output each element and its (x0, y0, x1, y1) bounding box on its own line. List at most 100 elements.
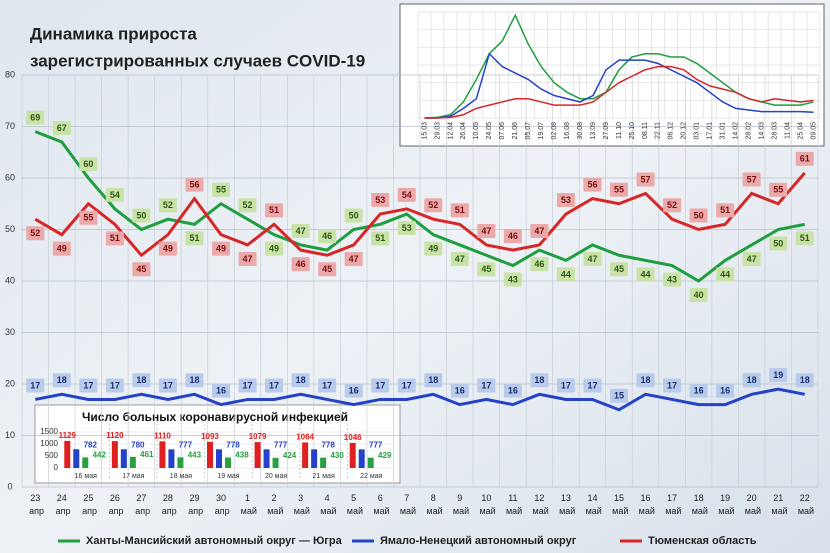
bar (254, 442, 261, 468)
data-label: 49 (269, 244, 279, 254)
x-tick-label: 5 май (344, 493, 363, 516)
y-tick-label: 30 (5, 327, 15, 337)
bar (302, 442, 309, 468)
data-label-box (450, 203, 469, 218)
x-tick-label: 29 апр (186, 493, 203, 516)
data-label: 45 (614, 264, 624, 274)
data-label-box (79, 157, 98, 171)
data-label-box (742, 172, 761, 187)
bar (320, 457, 327, 468)
data-label: 47 (481, 226, 491, 236)
data-label-box (583, 251, 602, 266)
x-tick-label: 21.06 (512, 122, 519, 140)
data-label: 777 (179, 440, 193, 449)
y-tick-label: 80 (5, 69, 15, 79)
data-label: 461 (140, 450, 154, 459)
data-label: 46 (296, 259, 306, 269)
data-label: 18 (641, 375, 651, 385)
x-tick-label: 30 апр (212, 493, 229, 516)
series-line (424, 52, 814, 119)
data-label-box (530, 223, 549, 238)
x-tick-label: 4 май (318, 493, 337, 516)
data-label-box (769, 182, 788, 197)
data-label: 47 (747, 254, 757, 264)
data-label-box (212, 383, 230, 398)
data-label: 430 (330, 451, 344, 460)
x-tick-label: 11.10 (616, 122, 623, 139)
data-label: 50 (136, 210, 146, 220)
data-label: 55 (614, 185, 624, 195)
data-label: 1093 (201, 432, 219, 441)
data-label-box (158, 241, 177, 256)
data-label-box (132, 208, 151, 223)
x-tick-label: 7 май (397, 493, 416, 516)
y-tick-label: 0 (54, 463, 59, 472)
data-label-box (530, 257, 549, 272)
x-tick-label: 11.04 (784, 122, 791, 139)
y-tick-label: 20 (5, 378, 15, 388)
x-tick-label: 20 мая (265, 473, 287, 480)
data-label: 55 (216, 185, 226, 195)
x-tick-label: 27 апр (133, 493, 150, 516)
data-label-box (610, 182, 628, 197)
x-tick-label: 22.11 (655, 122, 662, 139)
data-label-box (238, 378, 257, 393)
data-label: 52 (30, 228, 40, 238)
data-label: 424 (283, 451, 297, 460)
data-label: 47 (296, 226, 306, 236)
x-tick-label: 12.04 (447, 122, 454, 140)
data-label: 17 (375, 380, 385, 390)
data-label-box (716, 267, 735, 282)
bar (263, 449, 270, 468)
bar (311, 449, 318, 468)
data-label: 17 (322, 380, 332, 390)
data-label-box (265, 203, 284, 218)
bar (224, 457, 231, 468)
x-tick-label: 05.07 (525, 122, 532, 140)
data-label-box (636, 373, 655, 388)
data-label: 18 (800, 375, 810, 385)
x-tick-label: 22 май (795, 493, 814, 516)
data-label: 17 (83, 380, 93, 390)
x-tick-label: 18 май (689, 493, 708, 516)
data-label: 16 (694, 385, 704, 395)
data-label: 18 (136, 375, 146, 385)
data-label-box (79, 378, 98, 393)
data-label: 18 (189, 375, 199, 385)
data-label-box (212, 182, 230, 197)
data-label-box (318, 262, 337, 277)
x-tick-label: 21 мая (313, 473, 335, 480)
data-label-box (397, 378, 416, 393)
data-label-box (424, 373, 443, 388)
data-label: 16 (720, 385, 730, 395)
x-tick-label: 24.05 (486, 122, 493, 140)
series-line (34, 130, 806, 283)
data-label: 47 (455, 254, 465, 264)
data-label: 55 (83, 213, 93, 223)
data-label: 1064 (296, 433, 314, 442)
data-label: 56 (587, 179, 597, 189)
bar (111, 441, 118, 468)
x-tick-label: 07.06 (499, 122, 506, 140)
data-label: 44 (641, 269, 651, 279)
data-label: 49 (163, 244, 173, 254)
data-label: 47 (534, 226, 544, 236)
data-label-box (503, 272, 522, 287)
data-label: 51 (800, 233, 810, 243)
data-label: 778 (226, 440, 240, 449)
x-tick-label: 21 май (769, 493, 788, 516)
data-label-box (663, 378, 682, 393)
data-label: 18 (296, 375, 306, 385)
data-label-box (716, 203, 735, 218)
x-tick-label: 28.02 (746, 122, 753, 140)
data-label-box (742, 251, 761, 266)
y-tick-label: 70 (5, 121, 15, 131)
data-label: 17 (269, 380, 279, 390)
x-tick-label: 1 май (238, 493, 257, 516)
data-label: 53 (375, 195, 385, 205)
bar (177, 457, 184, 468)
x-tick-label: 19 мая (217, 473, 239, 480)
data-label: 15 (614, 391, 624, 401)
data-label: 16 (349, 385, 359, 395)
